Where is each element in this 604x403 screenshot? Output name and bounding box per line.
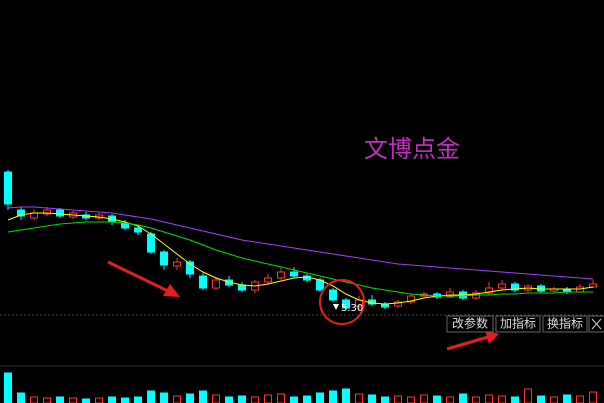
candle-body (134, 227, 142, 233)
volume-bar (472, 396, 480, 403)
low-arrow (333, 304, 339, 310)
volume-bar (173, 395, 181, 403)
volume-bar (498, 395, 506, 403)
volume-bar (212, 394, 220, 403)
plot (4, 170, 597, 403)
candle-body (56, 209, 64, 217)
highlight-circle (319, 279, 365, 325)
red-arrow (446, 330, 499, 351)
candle-body (238, 284, 246, 291)
volume-bar (186, 393, 194, 403)
button-frame[interactable] (446, 315, 494, 333)
volume-bar (121, 397, 129, 403)
candle-body (186, 261, 194, 275)
volume-bar (290, 396, 298, 403)
candle-body (407, 295, 415, 303)
volume-bar (342, 388, 350, 403)
volume-bar (251, 396, 259, 403)
volume-bar (30, 396, 38, 403)
volume-bar (17, 392, 25, 403)
button-frame[interactable] (542, 315, 588, 333)
volume-bar (485, 394, 493, 403)
candle-body (342, 299, 350, 309)
candle-body (329, 289, 337, 301)
volume-bar (394, 395, 402, 403)
moving-average-line (7, 206, 594, 280)
button-frame[interactable] (495, 315, 541, 333)
low-label: 5.30 (341, 303, 363, 314)
volume-bar (355, 393, 363, 403)
volume-bar (576, 395, 584, 403)
moving-average-line (7, 221, 593, 297)
button-label[interactable]: 加指标 (500, 316, 536, 331)
volume-bar (56, 396, 64, 403)
candle-body (173, 261, 181, 267)
volume-bar (420, 394, 428, 403)
candle-body (264, 277, 272, 283)
volume-bar (95, 397, 103, 403)
button-label[interactable]: 改参数 (452, 316, 488, 331)
volume-bar (459, 393, 467, 403)
candle-body (43, 209, 51, 215)
toolbar-button[interactable]: 改参数 (446, 315, 494, 333)
toolbar-button[interactable]: 换指标 (542, 315, 588, 333)
candle-body (511, 283, 519, 291)
volume-bar (368, 394, 376, 403)
volume-bar (433, 395, 441, 403)
volume-bar (511, 396, 519, 403)
volume-bar (82, 398, 90, 403)
volume-bar (524, 388, 532, 403)
candle-body (485, 287, 493, 294)
volume-bar (225, 396, 233, 403)
moving-average-line (7, 212, 594, 305)
volume-bar (316, 392, 324, 403)
toolbar-button[interactable]: 加指标 (495, 315, 541, 333)
volume-bar (69, 397, 77, 403)
volume-bar (238, 395, 246, 403)
volume-bar (537, 395, 545, 403)
volume-bar (134, 396, 142, 403)
volume-bar (446, 396, 454, 403)
volume-bar (147, 390, 155, 403)
volume-bar (43, 397, 51, 403)
volume-bar (381, 396, 389, 403)
volume-bar (407, 396, 415, 403)
watermark: 文博点金 (364, 135, 460, 163)
volume-bar (563, 394, 571, 403)
candle-body (212, 279, 220, 289)
candle-body (147, 233, 155, 253)
volume-bar (589, 391, 597, 403)
candle-body (4, 171, 12, 205)
volume-bar (4, 372, 12, 403)
volume-bar (329, 390, 337, 403)
volume-bar (160, 392, 168, 403)
close-button[interactable] (588, 315, 604, 333)
volume-bar (550, 396, 558, 403)
candle-body (589, 283, 597, 288)
candle-body (17, 209, 25, 217)
candle-body (290, 271, 298, 277)
volume-bar (108, 396, 116, 403)
candle-body (394, 301, 402, 307)
candle-body (160, 251, 168, 266)
volume-bar (199, 390, 207, 403)
candle-body (199, 275, 207, 289)
volume-bar (303, 395, 311, 403)
candle-body (277, 271, 285, 279)
volume-bar (264, 394, 272, 403)
candle-body (498, 283, 506, 289)
volume-bar (277, 393, 285, 403)
button-label[interactable]: 换指标 (547, 316, 583, 331)
toolbar: 改参数 加指标 换指标 (446, 315, 588, 333)
red-arrow (107, 260, 180, 297)
